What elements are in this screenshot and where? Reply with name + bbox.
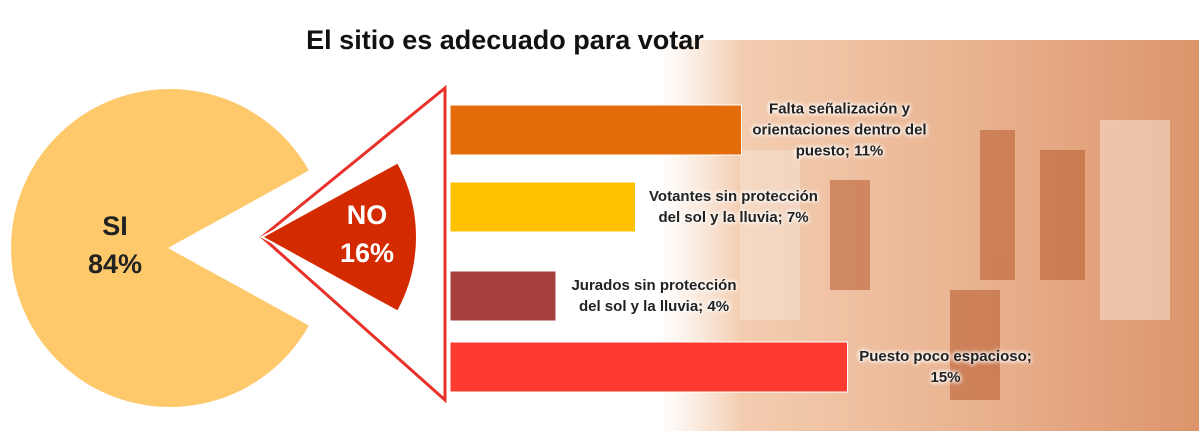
bar-label: Falta señalización y orientaciones dentr… (752, 100, 927, 160)
bar-label: Puesto poco espacioso; 15% (859, 348, 1032, 386)
slice-category: SI (102, 211, 128, 241)
bar (449, 181, 636, 233)
bar-label: Jurados sin protección del sol y la lluv… (571, 277, 737, 315)
pie-slice (9, 87, 312, 409)
chart-title: El sitio es adecuado para votar (306, 25, 704, 55)
bar-label: Votantes sin protección del sol y la llu… (649, 188, 818, 226)
pie-slice (259, 160, 419, 314)
slice-value-label: 16% (340, 238, 394, 268)
slice-value-label: 84% (88, 249, 142, 279)
slice-category: NO (347, 200, 388, 230)
bar (449, 270, 557, 322)
bar (449, 104, 742, 156)
photo-figures (740, 120, 1170, 400)
bar (449, 341, 848, 393)
